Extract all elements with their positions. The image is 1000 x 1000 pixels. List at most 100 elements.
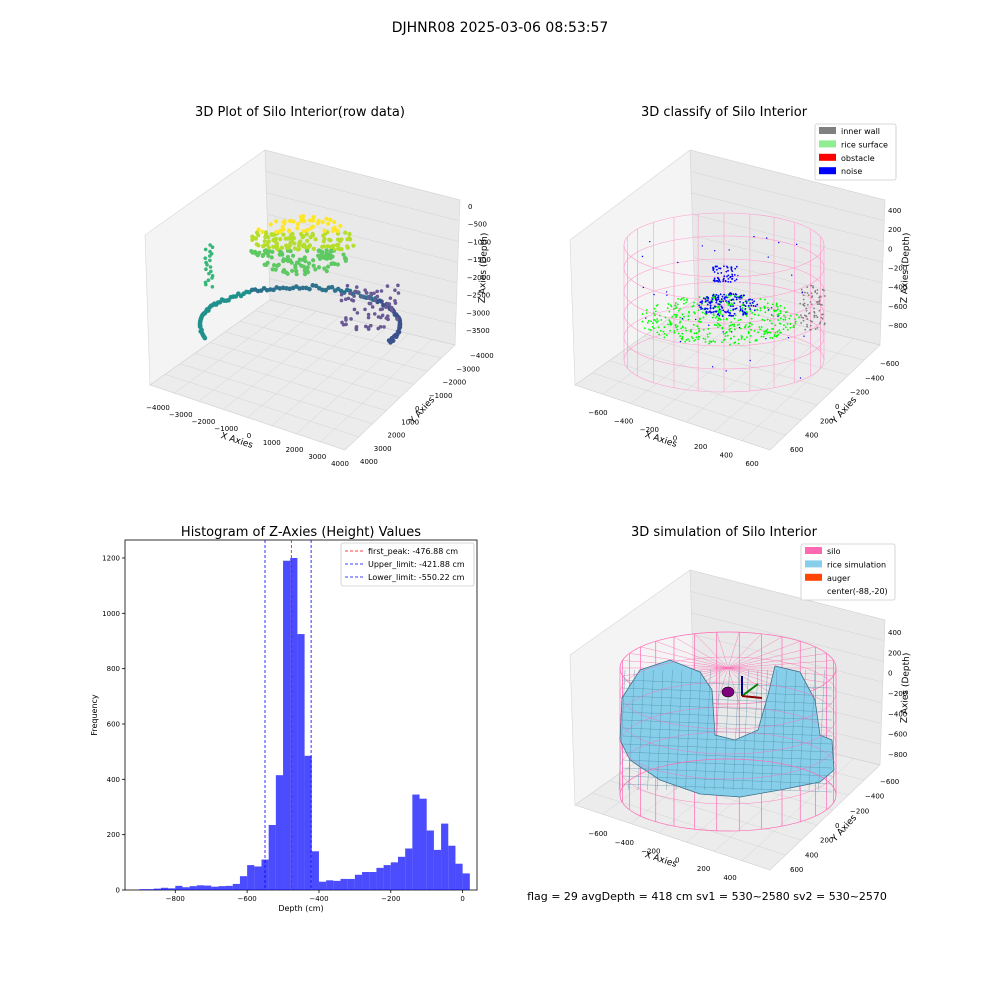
classify-point — [724, 332, 727, 335]
raw-3d-point — [260, 229, 265, 235]
classify-point — [818, 322, 821, 325]
classify-point — [753, 313, 756, 316]
classify-point — [701, 300, 704, 302]
raw-3d-point — [369, 291, 373, 296]
raw-3d-x-tick: 0 — [247, 432, 251, 440]
raw-3d-point — [335, 229, 340, 234]
classify-point — [648, 328, 650, 331]
raw-3d-point — [366, 312, 371, 317]
classify-point — [700, 303, 703, 306]
classify-point — [729, 337, 732, 340]
raw-3d-point — [378, 325, 383, 329]
classify-point — [653, 327, 655, 329]
classify-point — [649, 329, 652, 331]
simulation-3d-x-tick: 400 — [723, 874, 736, 882]
raw-3d-point — [329, 261, 334, 266]
classify-point — [768, 309, 770, 311]
raw-3d-z-tick: −500 — [468, 221, 487, 229]
classify-point — [675, 306, 678, 309]
histogram-y-tick: 1000 — [102, 610, 120, 618]
classify-point — [812, 286, 815, 289]
simulation-3d-y-tick: −200 — [850, 807, 869, 815]
raw-3d-points — [197, 214, 403, 345]
classify-point — [712, 266, 714, 269]
classify-point — [713, 296, 716, 299]
classify-point — [706, 308, 709, 310]
raw-3d-point — [324, 248, 329, 253]
classify-point — [732, 305, 734, 308]
classify-point — [783, 324, 785, 327]
classify-point — [709, 304, 712, 307]
classify-point — [814, 291, 817, 294]
raw-3d-point — [305, 265, 310, 270]
classify-point — [719, 293, 722, 296]
classify-point — [756, 309, 759, 312]
classify-point — [679, 298, 682, 301]
raw-3d-point — [396, 283, 400, 288]
raw-3d-point — [266, 239, 271, 244]
classify-point — [715, 310, 718, 313]
classify-point — [775, 309, 778, 312]
raw-3d-point — [300, 285, 306, 291]
classify-point — [766, 328, 769, 331]
classify-point — [677, 261, 679, 264]
raw-3d-point — [292, 241, 297, 246]
classify-point — [719, 280, 721, 283]
classify-point — [717, 272, 719, 275]
classify-point — [732, 293, 735, 296]
classify-point — [806, 325, 809, 328]
classify-point — [751, 312, 754, 314]
raw-3d-y-tick: 1000 — [401, 418, 419, 426]
raw-3d-point — [302, 242, 307, 247]
classify-point — [697, 320, 700, 323]
classify-point — [792, 326, 795, 329]
classify-point — [646, 321, 649, 324]
simulation-3d-z-tick: −200 — [888, 690, 907, 698]
classify-point — [728, 325, 731, 327]
classify-point — [726, 310, 729, 313]
classify-point — [724, 335, 727, 338]
classify-point — [728, 304, 731, 307]
raw-3d-point — [320, 219, 325, 225]
raw-3d-point — [370, 305, 375, 309]
histogram-bar — [369, 872, 377, 890]
classify-point — [693, 332, 696, 335]
classify-point — [776, 330, 779, 333]
classify-point — [805, 315, 808, 318]
raw-3d-point — [269, 255, 274, 260]
raw-3d-point — [302, 255, 307, 260]
simulation-3d-z-tick: 0 — [888, 670, 892, 678]
classify-point — [747, 330, 750, 333]
classify-point — [722, 300, 725, 302]
raw-3d-point — [308, 218, 313, 223]
raw-3d-point — [313, 267, 318, 272]
raw-3d-point — [324, 269, 329, 274]
classify-point — [727, 269, 729, 272]
raw-3d-point — [385, 284, 390, 288]
raw-3d-point — [281, 269, 286, 274]
raw-3d-point — [363, 307, 367, 312]
histogram-bar — [433, 849, 442, 890]
histogram-bar — [225, 885, 233, 890]
classify-point — [766, 302, 769, 305]
classify-point — [806, 323, 808, 326]
raw-3d-point — [284, 257, 289, 263]
simulation-3d-z-tick: 200 — [888, 649, 901, 657]
classify-point — [681, 325, 684, 328]
raw-3d-point — [206, 278, 211, 283]
raw-3d-point — [344, 318, 348, 322]
classify-point — [770, 307, 773, 309]
raw-3d-point — [274, 219, 279, 224]
raw-3d-point — [285, 271, 290, 276]
classify-point — [737, 274, 739, 277]
raw-3d-x-tick: 3000 — [308, 453, 326, 461]
raw-3d-point — [269, 232, 274, 237]
classify-point — [677, 297, 679, 300]
classify-point — [734, 314, 737, 317]
raw-3d-point — [271, 244, 276, 249]
simulation-3d-x-tick: −600 — [588, 830, 607, 838]
classify-point — [729, 309, 732, 312]
classify-3d-points — [641, 235, 826, 379]
classify-point — [775, 303, 778, 306]
